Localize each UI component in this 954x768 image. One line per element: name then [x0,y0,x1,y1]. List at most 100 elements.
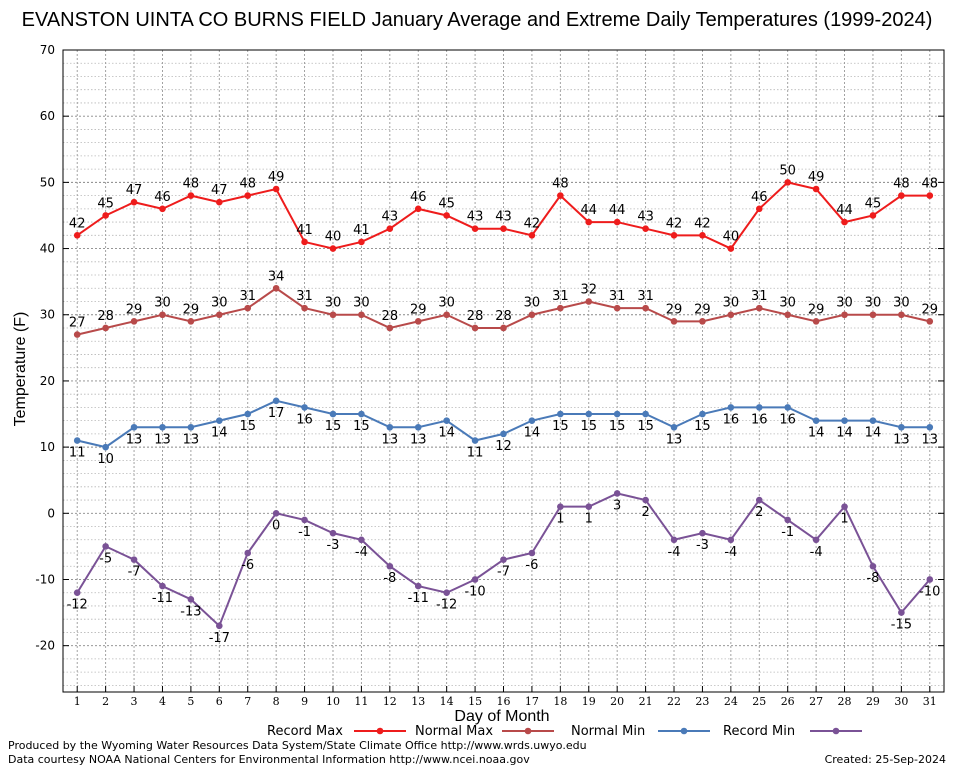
x-tick-label: 22 [667,695,681,708]
data-point-record-min [358,536,365,544]
data-label-normal-max: 31 [552,289,569,304]
legend-marker-record-max [376,727,384,735]
data-point-normal-min [329,410,337,418]
x-tick-label: 1 [74,695,81,708]
data-point-normal-max [500,324,507,332]
data-label-normal-max: 30 [779,296,796,311]
data-point-record-max [216,198,223,206]
data-point-normal-max [130,318,138,325]
data-point-record-max [557,192,564,199]
data-label-normal-min: 13 [183,432,200,447]
data-label-normal-max: 32 [580,283,597,298]
data-point-record-max [301,238,308,246]
data-point-record-max [812,185,820,193]
x-tick-label: 19 [582,695,596,708]
data-label-normal-max: 30 [723,296,740,311]
data-point-record-max [784,179,791,186]
data-point-record-max [414,205,422,213]
data-point-normal-min [272,397,280,405]
data-label-record-max: 48 [552,177,569,192]
data-point-record-max [500,225,507,233]
data-point-record-min [272,509,280,517]
data-label-record-min: -15 [891,618,912,633]
data-point-record-max [102,212,109,219]
y-tick-label: 70 [40,43,55,57]
y-tick-label: 20 [40,374,55,388]
data-label-normal-min: 13 [922,432,939,447]
x-tick-label: 11 [354,695,368,708]
data-label-record-min: -7 [128,565,141,580]
data-point-record-max [926,192,934,199]
data-label-normal-min: 14 [865,426,882,441]
data-label-record-min: -6 [525,558,538,573]
x-tick-label: 9 [301,695,308,708]
data-label-normal-max: 29 [126,302,143,317]
data-label-normal-max: 29 [808,302,825,317]
data-point-normal-min [301,404,308,411]
legend-marker-record-min [832,727,840,735]
data-label-record-max: 46 [751,190,768,205]
data-label-normal-min: 16 [751,412,768,427]
data-point-normal-min [216,417,223,424]
data-point-normal-min [471,437,479,444]
footer-data-courtesy: Data courtesy NOAA National Centers for … [8,753,530,766]
x-axis-label: Day of Month [454,708,549,725]
data-point-normal-min [130,423,138,431]
x-tick-label: 29 [866,695,880,708]
data-point-normal-max [926,318,934,325]
data-label-record-max: 47 [211,183,228,198]
data-point-normal-min [358,410,365,418]
data-point-record-min [73,589,81,597]
data-label-normal-max: 29 [183,302,200,317]
data-point-normal-min [557,410,564,418]
x-tick-label: 28 [838,695,852,708]
x-tick-label: 23 [695,695,709,708]
data-label-record-max: 50 [779,163,796,178]
data-label-record-min: 1 [840,512,848,527]
x-tick-label: 15 [468,695,482,708]
x-tick-label: 7 [244,695,251,708]
footer-created-date: Created: 25-Sep-2024 [824,753,946,766]
data-point-record-min [670,536,678,544]
data-label-record-max: 42 [524,216,541,231]
data-point-record-min [443,589,450,597]
data-label-record-max: 48 [922,177,939,192]
data-label-record-min: -3 [696,538,709,553]
data-label-record-min: -8 [383,571,396,586]
data-point-normal-min [869,417,877,424]
x-tick-label: 18 [553,695,567,708]
data-point-normal-max [386,324,394,332]
legend-marker-normal-max [524,727,532,735]
data-point-normal-min [812,417,820,424]
data-point-record-max [187,192,195,199]
data-label-normal-min: 11 [69,445,86,460]
data-label-record-min: -1 [298,525,311,540]
data-label-normal-max: 31 [637,289,654,304]
data-point-record-max [272,185,280,193]
x-tick-label: 30 [894,695,908,708]
data-label-record-min: -10 [919,584,940,599]
data-point-normal-max [73,331,81,338]
data-point-normal-min [642,410,649,418]
data-label-record-max: 46 [154,190,171,205]
data-point-normal-max [216,311,223,319]
y-tick-label: 60 [40,109,55,123]
data-point-normal-min [500,430,507,438]
data-point-record-min [301,516,308,524]
data-point-record-min [528,549,536,557]
data-label-record-min: -1 [781,525,794,540]
data-label-record-min: -8 [866,571,879,586]
data-point-normal-min [755,404,763,411]
data-point-normal-max [898,311,905,319]
data-label-normal-min: 12 [495,439,512,454]
data-label-record-min: -12 [67,598,88,613]
data-point-normal-max [329,311,337,319]
data-point-record-min [784,516,791,524]
data-label-normal-max: 30 [836,296,853,311]
data-point-normal-min [159,423,166,431]
data-label-record-min: 2 [755,505,763,520]
legend-label-record-max: Record Max [267,724,343,739]
data-label-normal-max: 31 [296,289,313,304]
data-label-normal-min: 14 [808,426,825,441]
data-point-normal-max [528,311,536,319]
